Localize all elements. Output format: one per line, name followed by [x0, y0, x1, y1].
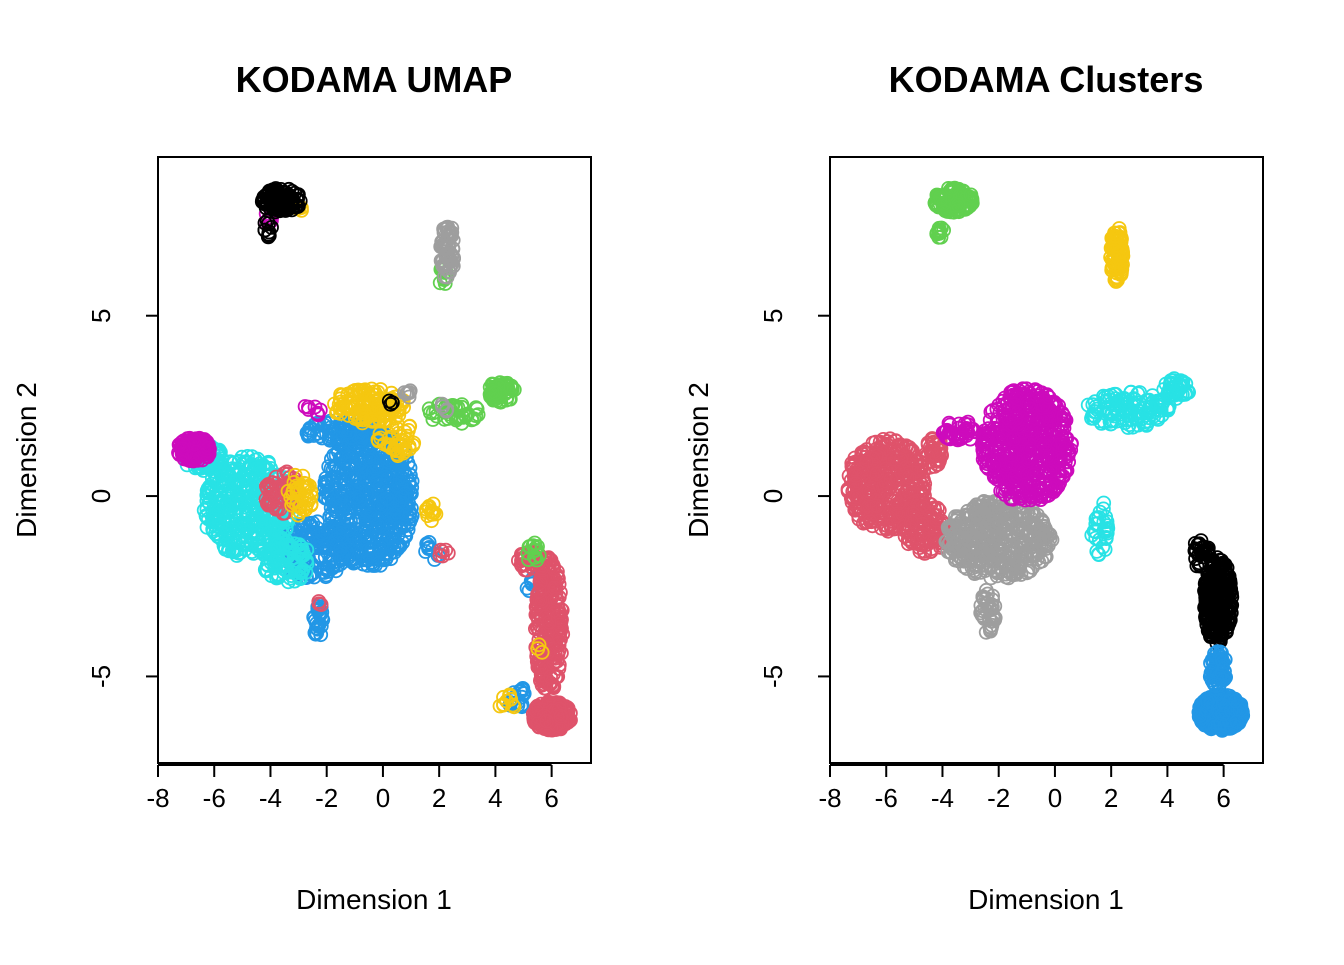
panel-umap-x-tick-label: 2 [432, 783, 446, 813]
panel-umap-y-tick-label: 5 [86, 308, 116, 322]
panel-clusters-title: KODAMA Clusters [889, 59, 1204, 100]
panel-umap-x-tick-label: -6 [203, 783, 226, 813]
panel-umap-y-axis-label: Dimension 2 [11, 382, 42, 538]
panel-umap-x-tick-label: -4 [259, 783, 282, 813]
panel-umap-x-tick-label: 4 [488, 783, 502, 813]
panel-umap-x-tick-label: 6 [544, 783, 558, 813]
panel-umap-title: KODAMA UMAP [236, 59, 513, 100]
panel-umap-x-tick-label: -2 [315, 783, 338, 813]
panel-umap-y-tick-label: 0 [86, 489, 116, 503]
panel-umap-x-tick-label: 0 [376, 783, 390, 813]
panel-umap-x-tick-label: -8 [146, 783, 169, 813]
panel-umap-x-axis-label: Dimension 1 [296, 884, 452, 915]
panel-umap-y-tick-label: -5 [86, 665, 116, 688]
